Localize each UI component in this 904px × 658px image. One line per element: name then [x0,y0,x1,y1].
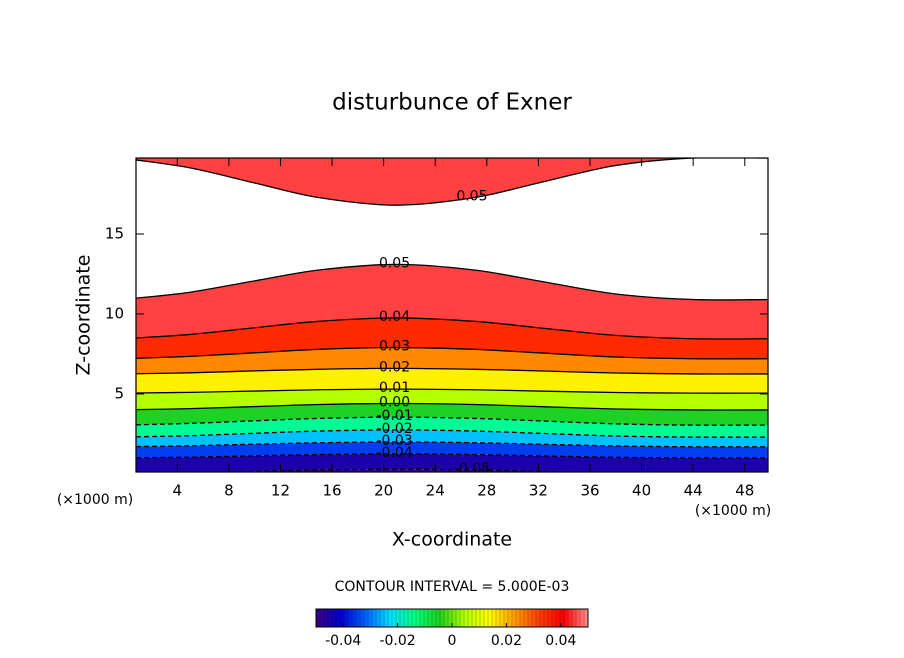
colorbar-tick-label: 0.02 [491,633,522,649]
contour-label: 0.05 [379,255,410,271]
contour-line [136,402,768,411]
contour-band [136,429,768,447]
colorbar-tick-label: -0.04 [325,633,361,649]
contour-label: 0.02 [379,359,410,375]
contour-label: -0.05 [454,461,490,477]
x-tick-label: 8 [224,482,234,500]
contour-line [136,367,768,375]
x-tick-label: 24 [426,482,445,500]
colorbar-tick-label: 0 [448,633,457,649]
contour-band [229,469,565,472]
x-axis-label: X-coordinate [392,529,512,551]
contour-line [136,416,768,426]
x-tick-label: 36 [580,482,599,500]
contour-label: 0.04 [379,309,410,325]
contour-lines: -0.05 -0.04-0.03-0.02-0.010.000.01 0.02 0.0… [136,158,768,477]
contour-label: -0.01 [376,408,412,424]
contour-line [136,317,768,340]
x-tick-label: 20 [374,482,393,500]
contour-label: -0.04 [376,445,412,461]
y-axis-label: Z-coordinate [73,255,95,376]
x-tick-label: 44 [684,482,703,500]
contour-label: -0.03 [376,433,412,449]
contour-line [204,468,593,472]
contour-band [136,158,768,206]
x-unit-label: (×1000 m) [695,503,771,519]
contour-label: 0.00 [379,395,410,411]
contour-band [136,453,768,472]
contour-interval: CONTOUR INTERVAL = 5.000E-03 [335,579,570,595]
x-tick-label: 28 [477,482,496,500]
contour-label: 0.05 [456,189,487,205]
contour-line [136,388,768,394]
y-tick-label: 10 [105,304,124,322]
contour-band [136,317,768,359]
contour-line [136,346,768,360]
contour-line [136,429,768,438]
y-tick-label: 5 [114,384,124,402]
x-tick-label: 16 [323,482,342,500]
contour-band [136,347,768,375]
contour-band [136,264,768,340]
contour-label: 0.03 [379,339,410,355]
contour-label: 0.01 [379,380,410,396]
x-tick-label: 32 [529,482,548,500]
contour-band [136,368,768,394]
colorbar-tick-label: 0.04 [545,633,576,649]
x-tick-label: 48 [735,482,754,500]
contour-line [136,263,768,301]
plot-frame [135,157,769,473]
contour-label: -0.02 [376,421,412,437]
x-tick-label: 12 [271,482,290,500]
contour-band [136,417,768,438]
x-tick-label: 4 [173,482,183,500]
colorbar-tick-label: -0.02 [379,633,415,649]
x-tick-label: 40 [632,482,651,500]
contour-line [136,453,768,459]
contour-line [136,441,768,448]
contour-fills [136,158,768,472]
contour-line [136,158,768,206]
x-unit-label: (×1000 m) [57,492,133,508]
y-tick-label: 15 [105,224,124,242]
chart-title: disturbunce of Exner [332,90,572,116]
